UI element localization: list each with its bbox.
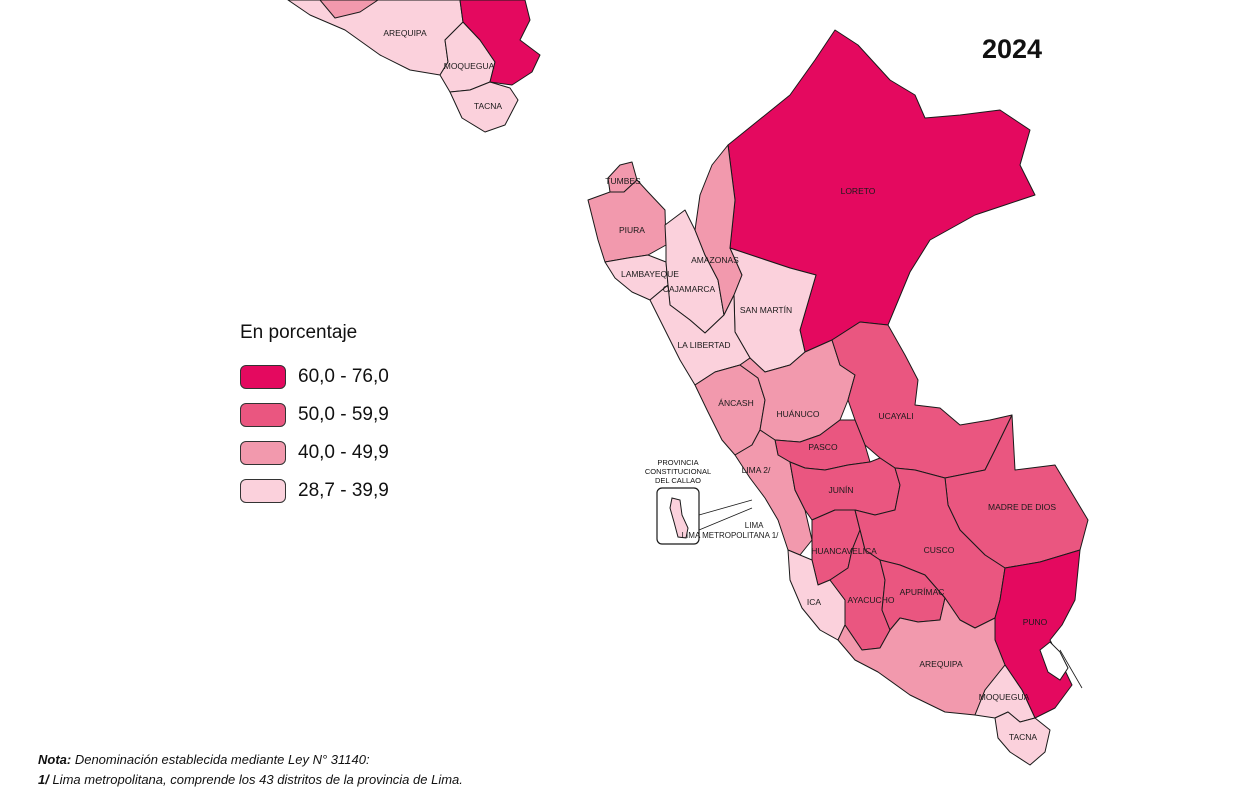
legend-label: 50,0 - 59,9 [298, 404, 389, 425]
prev-region-tacna [449, 81, 519, 133]
region-labels: LORETO TUMBES PIURA LAMBAYEQUE CAJAMARCA… [605, 176, 1056, 742]
prev-label-tacna: TACNA [474, 101, 503, 111]
prev-label-moquegua: MOQUEGUA [444, 61, 495, 71]
callao-shape [669, 497, 689, 539]
legend-label: 40,0 - 49,9 [298, 442, 389, 463]
legend: En porcentaje 60,0 - 76,0 50,0 - 59,9 40… [240, 322, 389, 510]
footnotes: Nota: Denominación establecida mediante … [38, 750, 463, 790]
legend-swatch [240, 365, 286, 389]
callao-inset [656, 487, 753, 545]
legend-item: 28,7 - 39,9 [240, 472, 389, 510]
label-madre-de-dios: MADRE DE DIOS [988, 502, 1056, 512]
previous-map-fragment: AREQUIPA MOQUEGUA TACNA [287, 0, 541, 133]
map-year: 2024 [982, 34, 1043, 64]
callao-label: PROVINCIA CONSTITUCIONAL DEL CALLAO [644, 458, 712, 485]
label-pasco: PASCO [808, 442, 838, 452]
label-huanuco: HUÁNUCO [777, 409, 820, 419]
legend-item: 40,0 - 49,9 [240, 434, 389, 472]
footnote-1-text: Denominación establecida mediante Ley N°… [71, 752, 370, 767]
label-ica: ICA [807, 597, 822, 607]
label-lima-metropolitana: LIMA LIMA METROPOLITANA 1/ [682, 521, 780, 540]
legend-item: 60,0 - 76,0 [240, 358, 389, 396]
label-tumbes: TUMBES [605, 176, 641, 186]
legend-item: 50,0 - 59,9 [240, 396, 389, 434]
footnote-2-text: Lima metropolitana, comprende los 43 dis… [48, 772, 463, 787]
label-apurimac: APURÍMAC [900, 587, 945, 597]
legend-label: 28,7 - 39,9 [298, 480, 389, 501]
prev-region-ica-corner [319, 0, 379, 19]
label-ayacucho: AYACUCHO [848, 595, 895, 605]
label-lambayeque: LAMBAYEQUE [621, 269, 679, 279]
label-ucayali: UCAYALI [878, 411, 913, 421]
lake-titicaca [1039, 641, 1069, 681]
label-amazonas: AMAZONAS [691, 255, 739, 265]
prev-label-arequipa: AREQUIPA [383, 28, 427, 38]
region-la-libertad[interactable] [649, 284, 751, 386]
footnote-1-prefix: Nota: [38, 752, 72, 767]
label-puno: PUNO [1023, 617, 1048, 627]
region-tacna[interactable] [994, 711, 1051, 766]
label-san-martin: SAN MARTÍN [740, 305, 792, 315]
label-moquegua: MOQUEGUA [979, 692, 1030, 702]
prev-region-puno [459, 0, 541, 86]
label-tacna: TACNA [1009, 732, 1038, 742]
prev-region-arequipa [287, 0, 464, 76]
footnote-2-prefix: 1/ [38, 772, 49, 787]
label-cajamarca: CAJAMARCA [663, 284, 716, 294]
label-loreto: LORETO [841, 186, 876, 196]
peru-regions [587, 29, 1089, 766]
region-piura[interactable] [587, 179, 667, 263]
label-cusco: CUSCO [924, 545, 955, 555]
legend-title: En porcentaje [240, 322, 358, 343]
label-lima-region: LIMA 2/ [742, 465, 771, 475]
label-arequipa: AREQUIPA [919, 659, 963, 669]
legend-swatch [240, 403, 286, 427]
legend-label: 60,0 - 76,0 [298, 366, 389, 387]
legend-swatch [240, 441, 286, 465]
label-ancash: ÁNCASH [718, 398, 753, 408]
footnote-2: 1/ Lima metropolitana, comprende los 43 … [38, 770, 463, 790]
footnote-1: Nota: Denominación establecida mediante … [38, 750, 463, 770]
label-lima-metropolitana-text: LIMA METROPOLITANA 1/ [682, 531, 780, 540]
legend-swatch [240, 479, 286, 503]
label-la-libertad: LA LIBERTAD [677, 340, 730, 350]
label-junin: JUNÍN [828, 485, 853, 495]
label-huancavelica: HUANCAVELICA [811, 546, 877, 556]
region-arequipa[interactable] [837, 597, 1006, 716]
label-piura: PIURA [619, 225, 645, 235]
